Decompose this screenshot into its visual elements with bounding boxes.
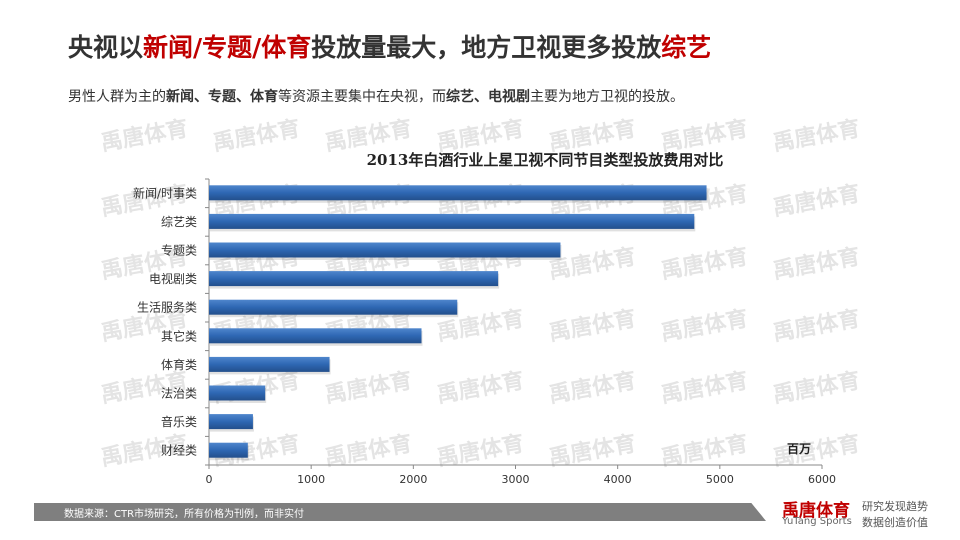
headline-highlight: 新闻/专题/体育 — [143, 33, 312, 62]
headline-text: 央视以 — [68, 33, 144, 62]
slogan-line-1: 研究发现趋势 — [862, 500, 928, 513]
brand-logo: 禹唐体育 — [782, 501, 850, 521]
unit-label: 百万 — [787, 442, 812, 456]
category-label: 专题类 — [161, 243, 197, 258]
category-label: 综艺类 — [161, 215, 197, 229]
subline-bold: 新闻、专题、体育 — [166, 89, 278, 105]
x-tick-label: 0 — [206, 473, 213, 486]
category-label: 音乐类 — [161, 414, 197, 429]
x-tick-label: 4000 — [604, 473, 632, 486]
bar — [209, 242, 561, 258]
category-label: 新闻/时事类 — [133, 185, 197, 200]
subline-text: 男性人群为主的 — [68, 89, 166, 105]
headline-highlight: 综艺 — [661, 33, 712, 62]
subline-text: 主要为地方卫视的投放。 — [530, 89, 684, 105]
bar — [209, 356, 330, 372]
bar — [209, 385, 266, 401]
source-text: 数据来源：CTR市场研究，所有价格为刊例，而非实付 — [64, 509, 305, 520]
x-tick-label: 5000 — [706, 473, 734, 486]
category-label: 其它类 — [161, 328, 197, 343]
subline-bold: 综艺、电视剧 — [446, 89, 530, 105]
category-label: 体育类 — [161, 357, 197, 372]
x-tick-label: 3000 — [502, 473, 530, 486]
subheadline: 男性人群为主的新闻、专题、体育等资源主要集中在央视，而综艺、电视剧主要为地方卫视… — [68, 86, 684, 106]
bar — [209, 271, 499, 287]
headline-text: 投放量最大，地方卫视更多投放 — [311, 33, 662, 62]
bar — [209, 414, 253, 430]
headline: 央视以新闻/专题/体育投放量最大，地方卫视更多投放综艺 — [68, 28, 711, 64]
bar — [209, 328, 422, 344]
category-label: 财经类 — [161, 444, 197, 458]
x-tick-label: 1000 — [297, 473, 325, 486]
category-label: 法治类 — [161, 387, 197, 401]
chart-title: 2013年白酒行业上星卫视不同节目类型投放费用对比 — [366, 151, 724, 169]
category-label: 生活服务类 — [137, 300, 197, 315]
bar — [209, 185, 707, 201]
source-bar: 数据来源：CTR市场研究，所有价格为刊例，而非实付 — [34, 503, 766, 521]
bar — [209, 442, 248, 458]
x-tick-label: 6000 — [808, 473, 836, 486]
brand-english: YuTang Sports — [782, 516, 852, 527]
x-tick-label: 2000 — [399, 473, 427, 486]
category-label: 电视剧类 — [149, 271, 197, 286]
slogan-line-2: 数据创造价值 — [862, 516, 928, 529]
bar — [209, 213, 695, 229]
bar — [209, 299, 458, 315]
subline-text: 等资源主要集中在央视，而 — [278, 89, 446, 105]
